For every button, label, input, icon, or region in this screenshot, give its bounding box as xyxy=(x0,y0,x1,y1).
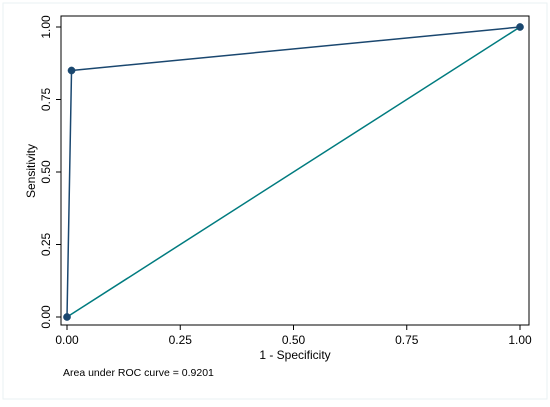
roc-marker-layer xyxy=(63,23,524,321)
x-axis-ticks: 0.00 0.25 0.50 0.75 1.00 xyxy=(55,325,532,347)
y-axis-ticks: 0.00 0.25 0.50 0.75 1.00 xyxy=(39,15,61,329)
auc-note: Area under ROC curve = 0.9201 xyxy=(63,367,214,379)
roc-point-1 xyxy=(67,66,76,75)
y-axis-title: Sensitivity xyxy=(24,144,38,198)
x-tick-label-4: 1.00 xyxy=(508,333,532,347)
roc-point-0 xyxy=(63,313,71,321)
y-tick-label-2: 0.50 xyxy=(39,160,53,184)
x-axis-title: 1 - Specificity xyxy=(259,348,330,362)
y-tick-label-0: 0.00 xyxy=(39,305,53,329)
reference-line-layer xyxy=(66,26,521,318)
x-tick-label-3: 0.75 xyxy=(395,333,419,347)
x-tick-label-2: 0.50 xyxy=(282,333,306,347)
y-tick-label-1: 0.25 xyxy=(39,232,53,256)
x-tick-label-0: 0.00 xyxy=(55,333,79,347)
roc-point-2 xyxy=(516,23,524,31)
y-tick-label-4: 1.00 xyxy=(39,15,53,39)
reference-diagonal-line xyxy=(66,26,521,318)
y-tick-label-3: 0.75 xyxy=(39,87,53,111)
x-tick-label-1: 0.25 xyxy=(169,333,193,347)
